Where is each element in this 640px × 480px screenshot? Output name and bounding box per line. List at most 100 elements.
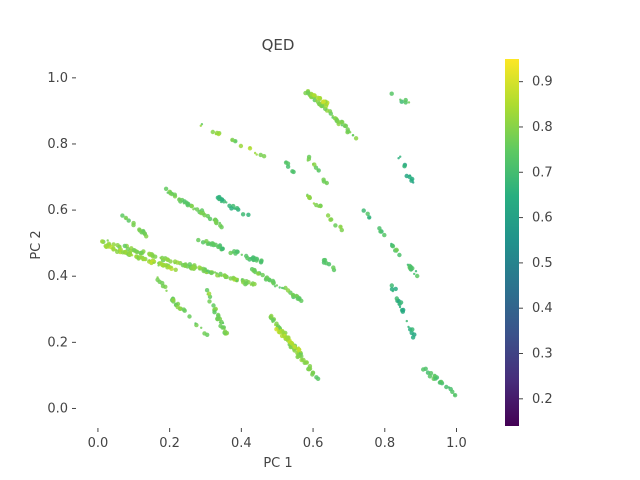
data-point [192, 265, 197, 270]
data-point [313, 165, 319, 170]
data-point [235, 279, 238, 282]
data-point [166, 191, 169, 194]
data-point [393, 286, 398, 292]
x-axis-label: PC 1 [263, 456, 292, 471]
data-point [274, 323, 277, 327]
data-point [182, 199, 187, 204]
data-point [289, 340, 294, 346]
data-point [201, 268, 206, 274]
data-point [331, 116, 334, 119]
data-point [408, 264, 413, 270]
x-tick-label: 1.0 [446, 436, 467, 451]
data-point [444, 384, 449, 390]
data-point [167, 265, 172, 270]
data-point [410, 327, 415, 332]
data-point [218, 223, 223, 228]
data-point [300, 351, 303, 354]
data-point [342, 123, 347, 128]
data-point [253, 151, 257, 155]
data-point [339, 227, 344, 233]
x-tick-label: 0.4 [231, 436, 252, 451]
data-point [296, 354, 301, 359]
y-tick-label: 0.6 [47, 203, 68, 218]
data-point [138, 251, 143, 256]
data-point [407, 325, 410, 329]
data-point [310, 370, 316, 376]
data-point [382, 232, 387, 238]
data-point [340, 124, 344, 127]
data-point [225, 201, 228, 204]
data-point [437, 380, 443, 385]
data-point [120, 213, 125, 218]
data-point [401, 307, 406, 313]
data-point [329, 217, 334, 222]
data-point [165, 289, 168, 292]
data-point [131, 248, 137, 253]
data-point [199, 124, 202, 128]
data-point [283, 333, 287, 336]
y-axis-label: PC 2 [29, 230, 44, 259]
data-point [351, 134, 355, 137]
data-point [126, 218, 131, 223]
data-point [238, 143, 244, 149]
data-point [307, 366, 313, 371]
data-point [138, 255, 143, 260]
data-point [169, 190, 172, 193]
data-point [165, 257, 170, 262]
data-point [234, 206, 240, 211]
data-point [315, 376, 321, 381]
data-point [209, 270, 214, 276]
data-point [427, 374, 433, 379]
data-point [106, 239, 109, 242]
data-point [321, 179, 327, 184]
data-point [397, 252, 402, 258]
colorbar-tick-label: 0.8 [532, 120, 553, 135]
data-point [240, 253, 243, 256]
data-point [153, 254, 158, 259]
data-point [453, 393, 456, 397]
colorbar-tick-label: 0.4 [532, 301, 553, 316]
data-point [316, 169, 319, 172]
data-point [202, 331, 207, 336]
data-point [162, 257, 165, 261]
data-point [407, 174, 412, 180]
data-point [197, 265, 202, 270]
x-axis: 0.0 0.2 0.4 0.6 0.8 1.0 [88, 428, 467, 451]
data-point [173, 267, 178, 272]
data-point [168, 259, 173, 264]
data-point [397, 157, 400, 160]
x-tick-label: 0.6 [303, 436, 324, 451]
data-point [104, 244, 109, 249]
data-point [365, 211, 370, 216]
y-tick-label: 0.4 [47, 269, 68, 284]
data-point [290, 169, 295, 174]
data-point [251, 257, 256, 263]
data-point [283, 285, 288, 291]
data-point [215, 316, 220, 321]
data-point [171, 192, 174, 195]
data-point [282, 287, 285, 290]
data-point [218, 271, 223, 277]
data-point [394, 296, 399, 301]
x-tick-label: 0.0 [88, 436, 109, 451]
data-point [270, 278, 276, 284]
data-point [212, 310, 217, 315]
data-point [297, 347, 302, 352]
data-point [220, 246, 225, 251]
data-point [207, 299, 212, 304]
data-point [210, 241, 215, 246]
data-point [223, 274, 229, 279]
data-point [307, 194, 312, 200]
data-point [273, 285, 277, 288]
data-point [196, 237, 201, 243]
data-point [247, 146, 253, 151]
data-point [261, 154, 267, 159]
data-point [340, 119, 345, 125]
data-point [314, 202, 319, 208]
x-tick-label: 0.8 [374, 436, 395, 451]
data-point [405, 319, 408, 323]
colorbar-tick-label: 0.6 [532, 211, 553, 226]
data-point [218, 323, 223, 329]
data-point [181, 307, 186, 312]
